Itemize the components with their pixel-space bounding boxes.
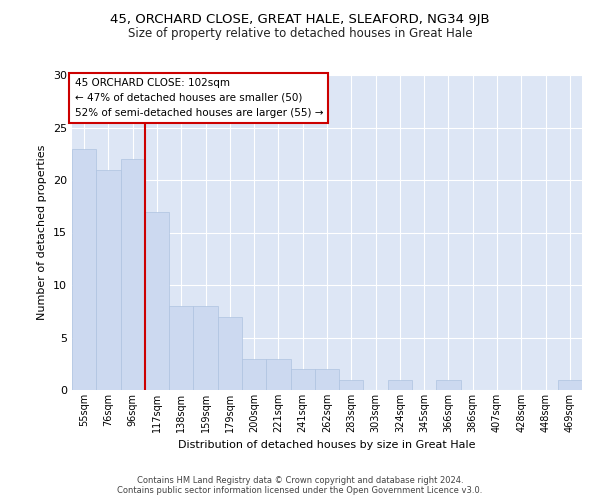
Bar bbox=[558, 380, 582, 390]
Text: Contains HM Land Registry data © Crown copyright and database right 2024.: Contains HM Land Registry data © Crown c… bbox=[137, 476, 463, 485]
Bar bbox=[72, 148, 96, 390]
Text: 45 ORCHARD CLOSE: 102sqm
← 47% of detached houses are smaller (50)
52% of semi-d: 45 ORCHARD CLOSE: 102sqm ← 47% of detach… bbox=[74, 78, 323, 118]
Bar bbox=[266, 358, 290, 390]
Y-axis label: Number of detached properties: Number of detached properties bbox=[37, 145, 47, 320]
Text: Size of property relative to detached houses in Great Hale: Size of property relative to detached ho… bbox=[128, 28, 472, 40]
Bar bbox=[145, 212, 169, 390]
Bar bbox=[242, 358, 266, 390]
Bar bbox=[290, 369, 315, 390]
Bar bbox=[388, 380, 412, 390]
Bar bbox=[169, 306, 193, 390]
Bar bbox=[96, 170, 121, 390]
Bar bbox=[193, 306, 218, 390]
Bar bbox=[315, 369, 339, 390]
Bar bbox=[436, 380, 461, 390]
Bar bbox=[339, 380, 364, 390]
Bar bbox=[121, 159, 145, 390]
Text: Contains public sector information licensed under the Open Government Licence v3: Contains public sector information licen… bbox=[118, 486, 482, 495]
X-axis label: Distribution of detached houses by size in Great Hale: Distribution of detached houses by size … bbox=[178, 440, 476, 450]
Bar bbox=[218, 316, 242, 390]
Text: 45, ORCHARD CLOSE, GREAT HALE, SLEAFORD, NG34 9JB: 45, ORCHARD CLOSE, GREAT HALE, SLEAFORD,… bbox=[110, 12, 490, 26]
